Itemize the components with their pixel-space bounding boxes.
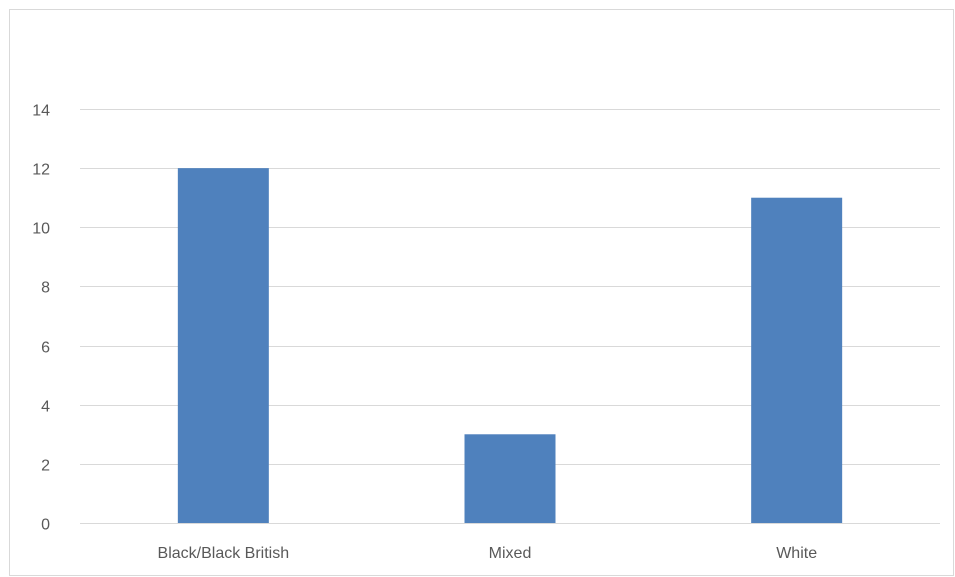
x-axis-ticks: Black/Black British Mixed White	[158, 545, 818, 562]
y-tick-label: 14	[32, 103, 50, 120]
x-tick-label: White	[776, 545, 817, 562]
bar	[751, 197, 843, 523]
x-tick-label: Mixed	[489, 545, 532, 562]
bars	[177, 168, 843, 523]
x-tick-label: Black/Black British	[158, 545, 290, 562]
y-tick-label: 6	[41, 340, 50, 357]
bar	[464, 434, 556, 523]
y-tick-label: 12	[32, 162, 50, 179]
y-tick-label: 2	[41, 458, 50, 475]
y-axis-ticks: 0 2 4 6 8 10 12 14	[32, 103, 50, 534]
y-tick-label: 0	[41, 517, 50, 534]
y-tick-label: 8	[41, 280, 50, 297]
y-tick-label: 10	[32, 221, 50, 238]
y-tick-label: 4	[41, 399, 50, 416]
bar	[177, 168, 269, 523]
